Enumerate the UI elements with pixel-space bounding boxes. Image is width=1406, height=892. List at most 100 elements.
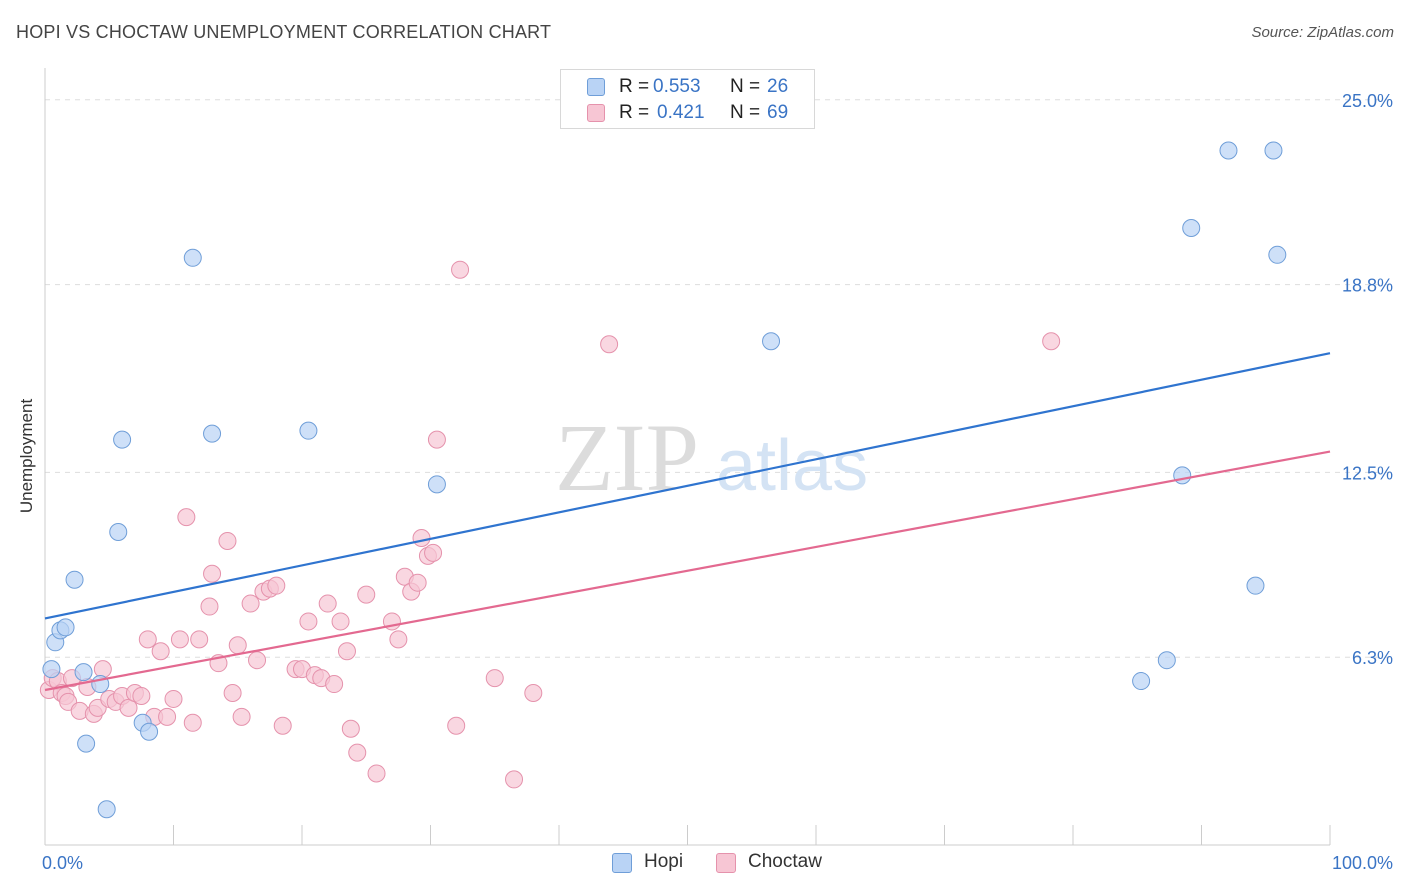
point-choctaw (218, 531, 237, 550)
point-choctaw (248, 651, 267, 670)
point-choctaw (177, 508, 196, 527)
point-hopi (1173, 466, 1192, 485)
series-choctaw-points (39, 260, 1061, 789)
legend-r-value: 0.553 (653, 76, 701, 97)
point-choctaw (348, 743, 367, 762)
legend-n-label: N = (730, 102, 761, 123)
point-hopi (427, 475, 446, 494)
y-tick-label: 25.0% (1342, 91, 1393, 111)
point-hopi (1264, 141, 1283, 160)
point-choctaw (447, 716, 466, 735)
trend-line-hopi (44, 352, 1331, 620)
point-choctaw (427, 430, 446, 449)
source-label: Source: ZipAtlas.com (1251, 24, 1394, 41)
point-choctaw (451, 260, 470, 279)
point-choctaw (241, 594, 260, 613)
point-hopi (762, 332, 781, 351)
point-choctaw (228, 636, 247, 655)
legend-r-label: R = (619, 102, 650, 123)
point-choctaw (600, 335, 619, 354)
legend-label-hopi: Hopi (644, 851, 684, 872)
point-choctaw (299, 612, 318, 631)
point-choctaw (485, 669, 504, 688)
point-choctaw (412, 528, 431, 547)
legend-swatch-choctaw (716, 853, 736, 873)
y-axis-label: Unemployment (17, 398, 36, 514)
point-choctaw (408, 573, 427, 592)
point-choctaw (93, 660, 112, 679)
series-hopi-points (42, 141, 1287, 819)
point-choctaw (367, 764, 386, 783)
point-choctaw (164, 689, 183, 708)
point-choctaw (1042, 332, 1061, 351)
point-choctaw (341, 719, 360, 738)
point-choctaw (132, 686, 151, 705)
point-choctaw (331, 612, 350, 631)
point-hopi (1246, 576, 1265, 595)
legend-n-label: N = (730, 76, 761, 97)
point-choctaw (223, 683, 242, 702)
y-tick-label: 18.8% (1342, 276, 1393, 296)
point-hopi (1157, 651, 1176, 670)
point-hopi (1268, 245, 1287, 264)
point-hopi (1219, 141, 1238, 160)
trend-line-choctaw (44, 450, 1331, 692)
legend-n-value: 26 (767, 76, 789, 97)
legend-swatch-hopi (612, 853, 632, 873)
watermark: ZIP atlas (555, 404, 868, 511)
point-choctaw (325, 675, 344, 694)
legend-r-value: 0.421 (657, 102, 705, 123)
point-hopi (140, 722, 159, 741)
point-choctaw (190, 630, 209, 649)
legend-stats: R = 0.553 N = 26 R = 0.421 N = 69 (560, 69, 815, 129)
point-choctaw (151, 642, 170, 661)
point-hopi (203, 424, 222, 443)
point-choctaw (232, 707, 251, 726)
point-choctaw (357, 585, 376, 604)
y-tick-label: 6.3% (1352, 648, 1393, 668)
point-hopi (42, 660, 61, 679)
legend-series: Hopi Choctaw (0, 851, 1406, 877)
watermark-zip: ZIP (555, 404, 699, 511)
point-hopi (1182, 218, 1201, 237)
watermark-atlas: atlas (716, 426, 868, 506)
point-hopi (299, 421, 318, 440)
point-choctaw (524, 683, 543, 702)
x-tick-label: 0.0% (42, 853, 83, 873)
tick-labels: 6.3% 12.5% 18.8% 25.0% 0.0% 100.0% (42, 91, 1393, 873)
point-hopi (65, 570, 84, 589)
legend-r-label: R = (619, 76, 650, 97)
point-choctaw (505, 770, 524, 789)
legend-swatch-hopi (587, 78, 605, 96)
point-choctaw (318, 594, 337, 613)
x-tick-label: 100.0% (1332, 853, 1393, 873)
point-hopi (183, 248, 202, 267)
point-hopi (109, 523, 128, 542)
legend-label-choctaw: Choctaw (748, 851, 822, 872)
point-choctaw (389, 630, 408, 649)
legend-n-value: 69 (767, 102, 789, 123)
point-choctaw (119, 698, 138, 717)
point-hopi (56, 618, 75, 637)
point-choctaw (200, 597, 219, 616)
y-tick-label: 12.5% (1342, 463, 1393, 483)
point-choctaw (158, 707, 177, 726)
point-choctaw (267, 576, 286, 595)
point-choctaw (170, 630, 189, 649)
point-hopi (77, 734, 96, 753)
grid-lines (45, 99, 1394, 658)
point-choctaw (424, 543, 443, 562)
point-hopi (74, 663, 93, 682)
chart-title: HOPI VS CHOCTAW UNEMPLOYMENT CORRELATION… (16, 22, 552, 42)
point-choctaw (203, 564, 222, 583)
point-choctaw (138, 630, 157, 649)
point-choctaw (183, 713, 202, 732)
point-hopi (1132, 672, 1151, 691)
point-hopi (113, 430, 132, 449)
axes (44, 68, 1331, 846)
trend-lines (44, 352, 1331, 692)
point-choctaw (273, 716, 292, 735)
legend-swatch-choctaw (587, 104, 605, 122)
point-hopi (97, 800, 116, 819)
